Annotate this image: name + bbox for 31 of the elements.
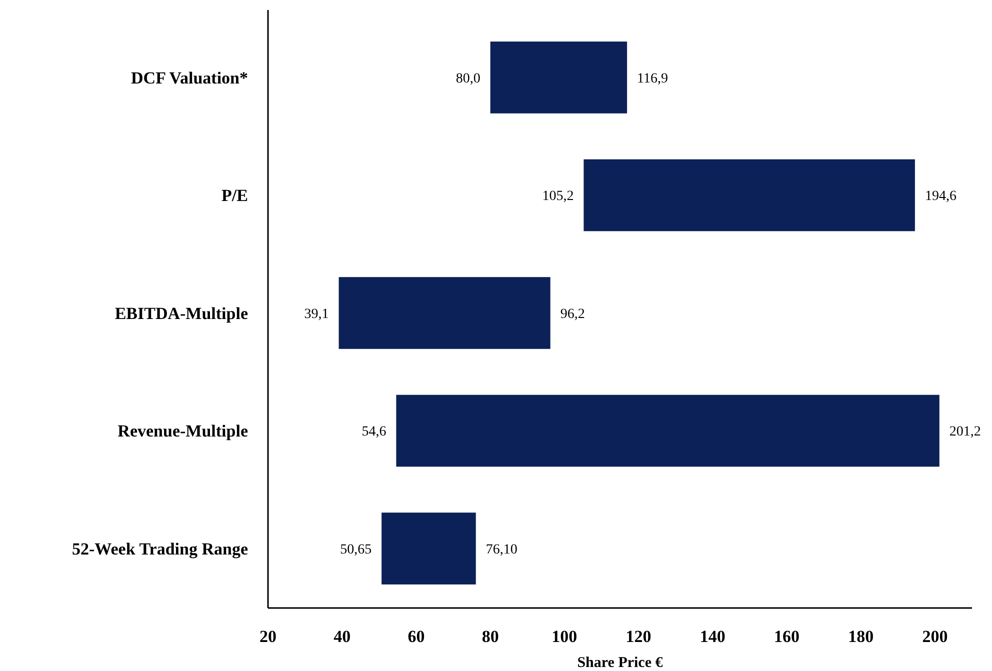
x-tick-label: 80	[482, 627, 499, 646]
annotation: 54,6	[362, 424, 386, 440]
annotation: 76,10	[486, 542, 518, 558]
annotation: 105,2	[542, 189, 574, 204]
annotation: 201,2	[949, 424, 981, 440]
x-tick-label: 180	[848, 627, 874, 646]
x-tick-label: 200	[922, 627, 948, 646]
x-tick-label: 60	[408, 627, 425, 646]
y-tick-label: Revenue-Multiple	[118, 422, 248, 441]
annotation: 39,1	[304, 306, 329, 322]
bar	[396, 394, 940, 467]
bar	[382, 512, 476, 584]
y-tick-label: P/E	[222, 186, 248, 206]
x-tick-label: 20	[260, 627, 276, 646]
bar	[490, 42, 628, 114]
x-tick-label: 160	[774, 627, 800, 646]
x-tick-label: 40	[334, 627, 351, 646]
x-tick-label: 100	[552, 627, 578, 646]
annotation: 116,9	[637, 71, 668, 86]
y-tick-label: EBITDA-Multiple	[114, 304, 248, 323]
bar	[584, 159, 915, 232]
y-tick-label: 52-Week Trading Range	[72, 539, 248, 558]
x-axis-title: Share Price €	[577, 655, 664, 671]
annotation: 50,65	[340, 542, 372, 558]
y-tick-label: DCF Valuation*	[131, 68, 248, 88]
bar	[338, 277, 550, 349]
x-tick-label: 120	[626, 627, 652, 646]
annotation: 194,6	[924, 189, 956, 204]
annotation: 80,0	[456, 71, 480, 86]
annotation: 96,2	[560, 306, 585, 322]
x-tick-label: 140	[700, 627, 726, 646]
